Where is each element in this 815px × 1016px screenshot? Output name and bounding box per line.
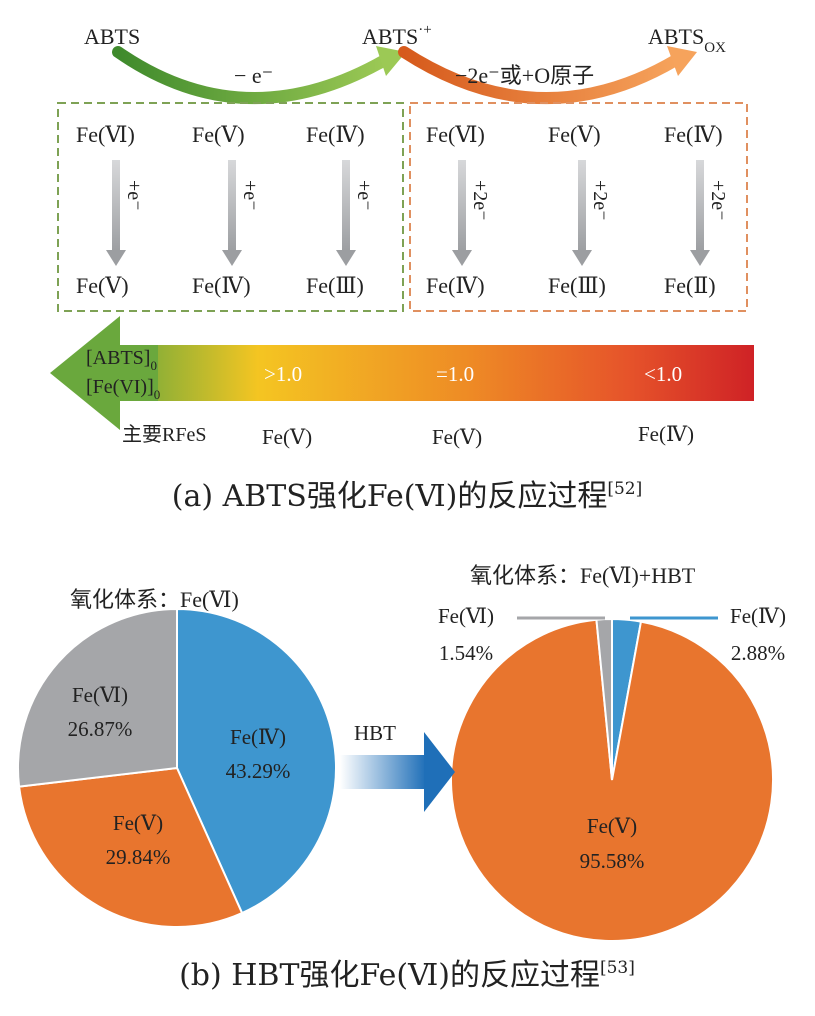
ratio-lt-label: <1.0 <box>644 362 682 386</box>
left-pie-label-fe4: Fe(Ⅳ) <box>230 725 286 749</box>
left-pie-value-fe6: 26.87% <box>68 717 133 741</box>
abts-label: ABTS <box>84 24 140 49</box>
right-top-2: Fe(Ⅴ) <box>548 122 601 147</box>
pie-chart-fe6 <box>17 607 337 928</box>
arrowhead-orange <box>667 46 697 76</box>
pie-slice-left-1 <box>17 766 244 928</box>
plus-2e-label-3: +2e⁻ <box>707 180 729 221</box>
rfes-label: 主要RFeS <box>122 423 206 446</box>
right-pie-label-fe4: Fe(Ⅳ) <box>730 604 786 628</box>
plus-2e-label-2: +2e⁻ <box>589 180 611 221</box>
left-bottom-1: Fe(Ⅴ) <box>76 273 129 298</box>
oxidation-arc-orange <box>398 46 682 104</box>
down-arrow-right-2 <box>572 160 592 266</box>
left-dashed-box <box>57 102 404 312</box>
rfes-value-1: Fe(Ⅴ) <box>262 425 312 449</box>
pie-right-title: 氧化体系：Fe(Ⅵ)+HBT <box>470 563 696 588</box>
plus-e-label-1: +e⁻ <box>123 180 145 211</box>
ratio-eq-label: =1.0 <box>436 362 474 386</box>
left-pie-value-fe4: 43.29% <box>226 759 291 783</box>
hbt-arrow-label: HBT <box>354 721 396 745</box>
right-top-1: Fe(Ⅵ) <box>426 122 485 147</box>
ratio-left-arrow <box>50 316 120 430</box>
right-top-3: Fe(Ⅳ) <box>664 122 723 147</box>
plus-2e-label-1: +2e⁻ <box>469 180 491 221</box>
down-arrow-left-2 <box>222 160 242 266</box>
pie-slice-left-0 <box>176 607 337 915</box>
ratio-numerator: [ABTS]0 <box>86 347 157 373</box>
step1-label: − e⁻ <box>234 63 273 88</box>
pie-left-title: 氧化体系：Fe(Ⅵ) <box>70 587 239 612</box>
rfes-value-3: Fe(Ⅳ) <box>638 422 694 446</box>
down-arrow-left-1 <box>106 160 126 266</box>
plus-e-label-2: +e⁻ <box>239 180 261 211</box>
plus-e-label-3: +e⁻ <box>353 180 375 211</box>
right-pie-label-fe5: Fe(Ⅴ) <box>587 814 637 838</box>
ratio-gt-label: >1.0 <box>264 362 302 386</box>
pie-slice-right-1 <box>450 618 774 942</box>
abts-radical-label: ABTS·+ <box>362 22 432 49</box>
step2-label: −2e⁻或+O原子 <box>455 63 594 88</box>
left-top-2: Fe(Ⅴ) <box>192 122 245 147</box>
caption-a: (a) ABTS强化Fe(Ⅵ)的反应过程[52] <box>172 479 643 514</box>
ratio-arrow-shaft <box>118 345 158 401</box>
left-bottom-3: Fe(Ⅲ) <box>306 273 364 298</box>
left-pie-label-fe5: Fe(Ⅴ) <box>113 811 163 835</box>
down-arrow-right-3 <box>690 160 710 266</box>
down-arrow-right-1 <box>452 160 472 266</box>
down-arrow-left-3 <box>336 160 356 266</box>
oxidation-arc-green <box>112 46 391 104</box>
pie-slice-left-2 <box>17 607 178 788</box>
ratio-gradient-bar <box>118 345 754 401</box>
abts-ox-label: ABTSOX <box>648 24 726 56</box>
right-bottom-1: Fe(Ⅳ) <box>426 273 485 298</box>
right-pie-label-fe6: Fe(Ⅵ) <box>438 604 494 628</box>
left-top-3: Fe(Ⅳ) <box>306 122 365 147</box>
rfes-value-2: Fe(Ⅴ) <box>432 425 482 449</box>
ratio-denominator: [Fe(VI)]0 <box>86 376 160 402</box>
left-pie-label-fe6: Fe(Ⅵ) <box>72 683 128 707</box>
right-pie-value-fe4: 2.88% <box>731 641 785 665</box>
left-pie-value-fe5: 29.84% <box>106 845 171 869</box>
right-bottom-2: Fe(Ⅲ) <box>548 273 606 298</box>
caption-b: (b) HBT强化Fe(Ⅵ)的反应过程[53] <box>179 958 635 993</box>
left-bottom-2: Fe(Ⅳ) <box>192 273 251 298</box>
right-pie-value-fe5: 95.58% <box>580 849 645 873</box>
pie-chart-fe6-hbt <box>450 617 774 942</box>
right-bottom-3: Fe(Ⅱ) <box>664 273 716 298</box>
hbt-arrow <box>340 732 455 812</box>
right-pie-value-fe6: 1.54% <box>439 641 493 665</box>
left-top-1: Fe(Ⅵ) <box>76 122 135 147</box>
